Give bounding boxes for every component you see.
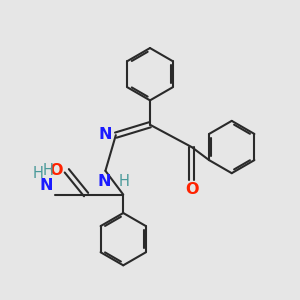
Text: O: O [50,163,63,178]
Text: N: N [97,174,111,189]
Text: H: H [119,174,130,189]
Text: N: N [40,178,53,193]
Text: O: O [185,182,198,197]
Text: H: H [33,166,44,181]
Text: N: N [99,127,112,142]
Text: H: H [43,163,53,178]
